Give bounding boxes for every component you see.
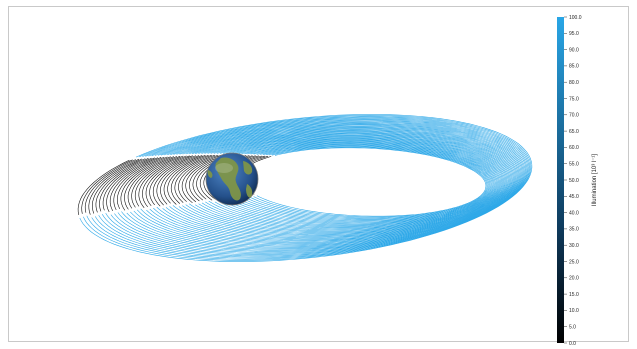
colorbar-tick-label: 10.0 <box>569 308 579 314</box>
orbit-track-sunlit <box>224 142 495 224</box>
orbit-track-sunlit <box>121 123 522 250</box>
orbit-track-sunlit <box>234 143 493 223</box>
colorbar-tick-label: 70.0 <box>569 113 579 119</box>
orbit-track-shadow <box>77 159 130 215</box>
orbit-track-shadow <box>156 155 200 206</box>
orbit-track-shadow <box>185 154 225 203</box>
colorbar-tick-label: 30.0 <box>569 243 579 249</box>
orbit-track-shadow <box>138 155 184 208</box>
orbit-track-shadow <box>188 154 228 202</box>
colorbar-tick-label: 100.0 <box>569 15 582 21</box>
orbit-tracks <box>77 114 533 262</box>
orbit-track-shadow <box>102 157 152 211</box>
orbit-track-sunlit <box>140 127 517 245</box>
orbit-track-sunlit <box>250 146 489 219</box>
colorbar-label: Illumination [10³ l⁻¹] <box>592 154 598 207</box>
orbit-track-sunlit <box>201 138 501 230</box>
colorbar-tick-label: 55.0 <box>569 162 579 168</box>
orbit-track-shadow <box>127 156 175 209</box>
colorbar-tick-label: 15.0 <box>569 292 579 298</box>
orbit-track-shadow <box>142 155 187 207</box>
orbit-track-sunlit <box>240 144 491 221</box>
orbit-track-shadow <box>145 155 190 206</box>
colorbar-tick-label: 0.0 <box>569 341 576 347</box>
orbit-track-sunlit <box>205 139 500 229</box>
orbit-track-sunlit <box>169 132 510 238</box>
orbit-track-shadow <box>109 157 159 212</box>
orbit-track-shadow <box>178 154 219 202</box>
orbit-track-shadow <box>124 156 171 210</box>
orbit-track-shadow <box>174 154 216 203</box>
orbit-track-sunlit <box>165 132 511 239</box>
orbit-track-shadow <box>134 155 181 207</box>
colorbar-tick-label: 90.0 <box>569 47 579 53</box>
colorbar-tick-label: 45.0 <box>569 194 579 200</box>
orbit-track-shadow <box>95 158 146 213</box>
orbit-track-shadow <box>113 157 162 211</box>
orbit-track-sunlit <box>253 146 488 218</box>
earth-globe-icon <box>205 152 259 206</box>
orbit-track-shadow <box>152 155 197 207</box>
orbit-track-shadow <box>99 158 149 212</box>
colorbar-tick-label: 95.0 <box>569 31 579 37</box>
orbit-track-shadow <box>181 154 222 204</box>
colorbar-tick-label: 40.0 <box>569 210 579 216</box>
orbit-track-sunlit <box>146 128 516 244</box>
colorbar-tick-label: 5.0 <box>569 325 576 331</box>
orbit-track-sunlit <box>182 134 507 235</box>
orbit-track-shadow <box>92 158 143 214</box>
orbit-track-shadow <box>167 155 209 205</box>
orbit-track-sunlit <box>237 144 492 221</box>
orbit-track-sunlit <box>214 140 498 227</box>
orbit-track-sunlit <box>208 139 499 228</box>
orbit-track-sunlit <box>172 133 509 237</box>
orbit-track-sunlit <box>185 135 506 234</box>
orbit-track-sunlit <box>188 136 504 233</box>
orbit-track-sunlit <box>218 140 497 226</box>
orbit-track-shadow <box>160 155 203 205</box>
orbit-track-sunlit <box>246 145 490 220</box>
colorbar-tick-label: 50.0 <box>569 178 579 184</box>
colorbar-bar <box>557 17 564 343</box>
orbit-track-sunlit <box>156 130 513 241</box>
colorbar-tick-label: 60.0 <box>569 145 579 151</box>
orbit-track-sunlit <box>136 126 518 246</box>
orbit-track-sunlit <box>230 143 494 223</box>
orbit-track-shadow <box>84 159 136 213</box>
orbit-track-shadow <box>88 158 140 215</box>
colorbar-tick-label: 65.0 <box>569 129 579 135</box>
orbit-track-shadow <box>131 156 178 208</box>
orbit-track-shadow <box>106 157 155 213</box>
orbit-track-shadow <box>116 156 165 210</box>
orbit-track-sunlit <box>198 137 502 231</box>
colorbar-tick-label: 75.0 <box>569 96 579 102</box>
orbit-track-sunlit <box>195 137 503 232</box>
orbit-track-sunlit <box>126 124 521 249</box>
orbit-track-sunlit <box>256 147 487 217</box>
orbit-track-shadow <box>163 155 206 204</box>
colorbar-tick-label: 35.0 <box>569 227 579 233</box>
orbit-track-sunlit <box>162 131 512 240</box>
colorbar-tick-label: 85.0 <box>569 64 579 70</box>
colorbar-tick-label: 80.0 <box>569 80 579 86</box>
orbit-track-sunlit <box>149 129 515 243</box>
orbit-track-shadow <box>170 154 212 204</box>
orbit-track-sunlit <box>110 121 525 253</box>
orbit-track-sunlit <box>178 134 508 236</box>
colorbar-ticks: 0.0 5.0 10.0 15.0 20.0 25.0 30.0 35.0 40.0 45.0 50… <box>564 15 582 347</box>
orbit-track-sunlit <box>221 141 496 225</box>
orbit-track-shadow <box>120 156 168 211</box>
orbit-track-sunlit <box>130 125 520 248</box>
orbit-track-shadow <box>149 155 193 206</box>
colorbar-tick-label: 20.0 <box>569 276 579 282</box>
colorbar: 0.0 5.0 10.0 15.0 20.0 25.0 30.0 35.0 40.0 45.0 50… <box>557 15 598 347</box>
orbit-track-shadow <box>81 159 133 214</box>
orbit-track-sunlit <box>153 129 514 242</box>
colorbar-tick-label: 25.0 <box>569 259 579 265</box>
